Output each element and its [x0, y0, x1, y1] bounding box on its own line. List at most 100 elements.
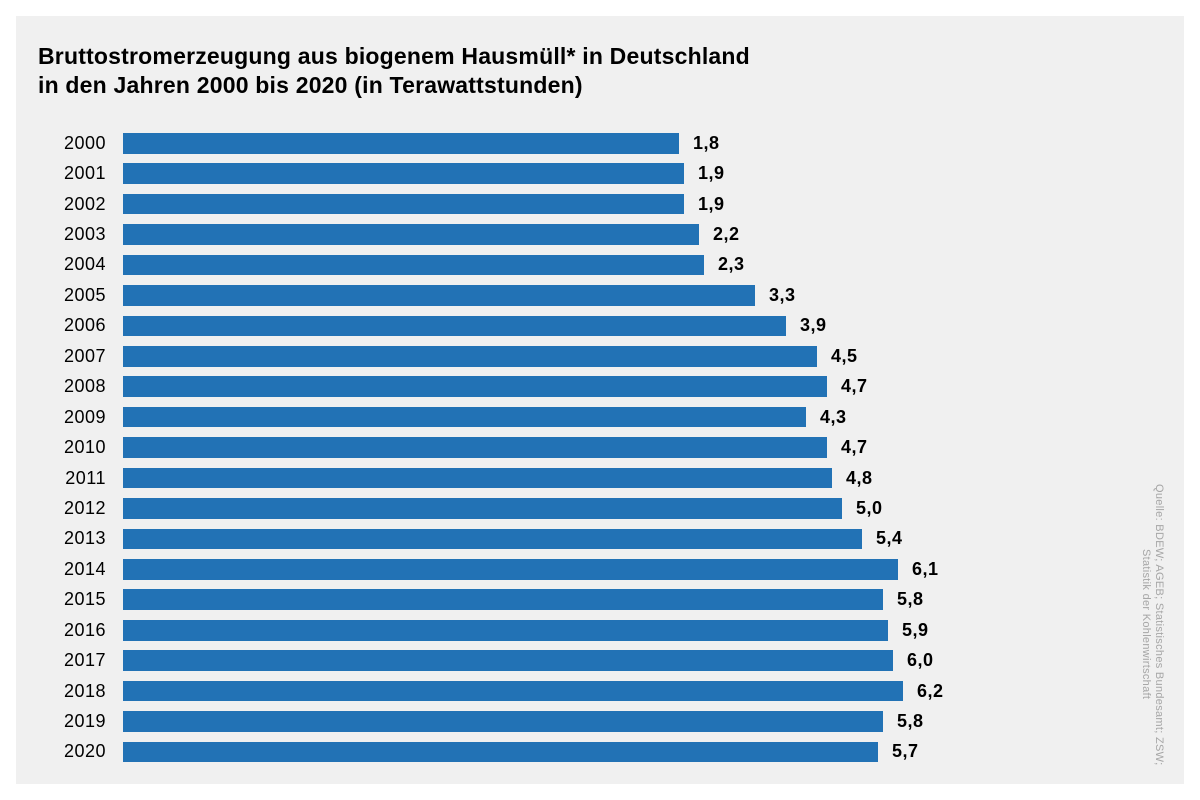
- value-label: 4,7: [841, 376, 868, 397]
- year-label: 2002: [63, 193, 106, 214]
- source-line-1: Quelle: BDEW; AGEB; Statistisches Bundes…: [1153, 483, 1165, 765]
- value-label: 4,5: [831, 345, 858, 366]
- year-label: 2004: [63, 254, 106, 275]
- chart-row: 2016 5,9: [36, 615, 1036, 645]
- year-label: 2005: [63, 284, 106, 305]
- year-label: 2010: [63, 437, 106, 458]
- bar-track: 4,3: [123, 407, 1036, 428]
- chart-row: 2010 4,7: [36, 432, 1036, 462]
- value-label: 2,3: [718, 254, 745, 275]
- chart-title-line-1: Bruttostromerzeugung aus biogenem Hausmü…: [38, 43, 750, 69]
- year-label: 2018: [63, 680, 106, 701]
- year-label: 2014: [63, 558, 106, 579]
- year-label: 2007: [63, 345, 106, 366]
- bar: [123, 132, 679, 154]
- chart-row: 2004 2,3: [36, 250, 1036, 280]
- value-label: 5,8: [897, 711, 924, 732]
- value-label: 1,8: [693, 132, 720, 153]
- value-label: 4,3: [820, 406, 847, 427]
- value-label: 6,1: [912, 558, 939, 579]
- value-label: 3,9: [800, 315, 827, 336]
- bar-chart: 2000 1,8 2001 1,9 2002 1,9 2003 2,2 2004…: [36, 128, 1036, 767]
- year-label: 2009: [63, 406, 106, 427]
- chart-title: Bruttostromerzeugung aus biogenem Hausmü…: [38, 42, 750, 100]
- chart-card: Bruttostromerzeugung aus biogenem Hausmü…: [16, 16, 1184, 784]
- value-label: 5,7: [892, 741, 919, 762]
- chart-title-line-2: in den Jahren 2000 bis 2020 (in Terawatt…: [38, 72, 583, 98]
- bar-track: 5,4: [123, 528, 1036, 550]
- bar: [123, 619, 888, 641]
- bar-track: 2,3: [123, 254, 1036, 276]
- chart-row: 2018 6,2: [36, 676, 1036, 706]
- chart-row: 2002 1,9: [36, 189, 1036, 219]
- bar-track: 1,8: [123, 133, 1036, 154]
- year-label: 2013: [63, 528, 106, 549]
- bar: [123, 406, 806, 428]
- chart-row: 2011 4,8: [36, 463, 1036, 493]
- bar-track: 3,3: [123, 285, 1036, 306]
- bar: [123, 559, 898, 580]
- chart-row: 2001 1,9: [36, 158, 1036, 188]
- value-label: 1,9: [698, 193, 725, 214]
- bar-track: 6,1: [123, 559, 1036, 580]
- year-label: 2020: [63, 741, 106, 762]
- value-label: 5,0: [856, 497, 883, 518]
- value-label: 5,4: [876, 528, 903, 549]
- bar: [123, 589, 883, 611]
- year-label: 2017: [63, 650, 106, 671]
- source-attribution: Quelle: BDEW; AGEB; Statistisches Bundes…: [1139, 484, 1165, 765]
- year-label: 2019: [63, 711, 106, 732]
- value-label: 6,0: [907, 650, 934, 671]
- year-label: 2000: [63, 132, 106, 153]
- chart-row: 2020 5,7: [36, 737, 1036, 767]
- bar: [123, 315, 786, 337]
- value-label: 4,8: [846, 467, 873, 488]
- bar: [123, 285, 755, 306]
- chart-row: 2007 4,5: [36, 341, 1036, 371]
- year-label: 2012: [63, 497, 106, 518]
- year-label: 2006: [63, 315, 106, 336]
- bar: [123, 680, 903, 702]
- bar-track: 2,2: [123, 224, 1036, 245]
- value-label: 3,3: [769, 284, 796, 305]
- bar: [123, 224, 699, 245]
- chart-row: 2012 5,0: [36, 493, 1036, 523]
- bar: [123, 467, 832, 489]
- year-label: 2011: [65, 467, 106, 488]
- chart-row: 2013 5,4: [36, 524, 1036, 554]
- chart-row: 2006 3,9: [36, 311, 1036, 341]
- value-label: 4,7: [841, 437, 868, 458]
- bar-track: 4,7: [123, 437, 1036, 458]
- bar: [123, 345, 817, 367]
- bar-track: 6,0: [123, 650, 1036, 671]
- bar-track: 4,7: [123, 376, 1036, 398]
- chart-row: 2005 3,3: [36, 280, 1036, 310]
- chart-row: 2000 1,8: [36, 128, 1036, 158]
- value-label: 1,9: [698, 163, 725, 184]
- value-label: 5,9: [902, 619, 929, 640]
- year-label: 2015: [63, 589, 106, 610]
- bar: [123, 650, 893, 671]
- bar-track: 5,9: [123, 620, 1036, 641]
- chart-row: 2003 2,2: [36, 219, 1036, 249]
- bar: [123, 376, 827, 398]
- bar: [123, 498, 842, 519]
- bar-track: 5,7: [123, 741, 1036, 763]
- bar: [123, 254, 704, 276]
- chart-row: 2019 5,8: [36, 706, 1036, 736]
- chart-row: 2009 4,3: [36, 402, 1036, 432]
- bar-track: 1,9: [123, 163, 1036, 184]
- chart-row: 2008 4,7: [36, 372, 1036, 402]
- bar: [123, 741, 878, 763]
- bar-track: 4,8: [123, 468, 1036, 489]
- bar: [123, 163, 684, 184]
- year-label: 2001: [63, 163, 106, 184]
- chart-row: 2017 6,0: [36, 645, 1036, 675]
- bar-track: 4,5: [123, 346, 1036, 367]
- chart-row: 2014 6,1: [36, 554, 1036, 584]
- year-label: 2008: [63, 376, 106, 397]
- bar: [123, 528, 862, 550]
- bar-track: 5,0: [123, 498, 1036, 519]
- bar-track: 5,8: [123, 711, 1036, 732]
